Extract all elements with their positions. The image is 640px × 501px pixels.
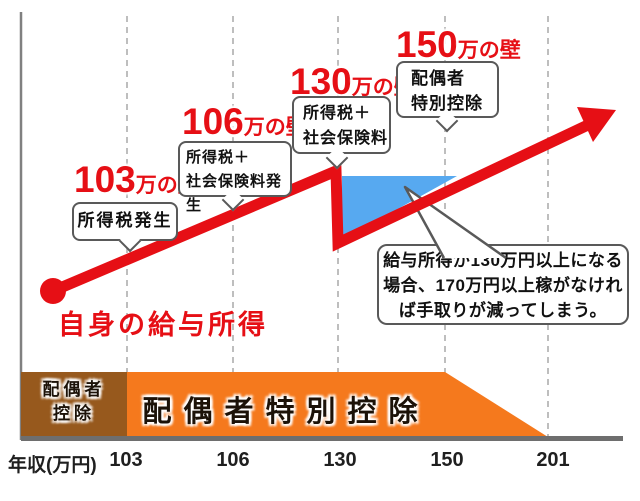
wall-number: 106	[182, 101, 244, 142]
bubble-line-2: 場合、170万円以上稼がなけれ	[383, 276, 623, 295]
spouse-deduction-line-2: 控除	[53, 404, 95, 423]
callout-line: 特別控除	[411, 94, 483, 113]
income-line-start-dot	[40, 278, 66, 304]
callout-line: 社会保険料	[303, 130, 389, 147]
income-line	[50, 119, 593, 297]
income-line-arrowhead	[577, 107, 616, 142]
wall-suffix: 万の壁	[243, 116, 307, 139]
tick-201: 201	[536, 449, 570, 471]
income-line-label: 自身の給与所得	[58, 310, 268, 340]
wall-label-150: 150 万の壁	[396, 26, 521, 63]
tick-106: 106	[216, 449, 250, 471]
loss-explanation-bubble: 給与所得が130万円以上になる 場合、170万円以上稼がなけれ ば手取りが減って…	[377, 244, 629, 325]
callout-line: 所得税＋	[186, 149, 251, 166]
spouse-deduction-band	[21, 372, 127, 437]
special-deduction-band	[127, 372, 548, 437]
callout-line: 配偶者	[411, 69, 465, 88]
wall-suffix: 万の壁	[457, 39, 521, 62]
bubble-line-3: ば手取りが減ってしまう。	[398, 301, 608, 320]
callout-130: 所得税＋ 社会保険料	[292, 96, 391, 154]
spouse-deduction-line-1: 配偶者	[42, 380, 106, 399]
callout-150: 配偶者 特別控除	[396, 61, 499, 118]
wall-number: 150	[396, 24, 458, 65]
callout-line: 所得税＋	[303, 105, 372, 122]
tick-150: 150	[430, 449, 464, 471]
x-axis-baseline	[21, 436, 623, 441]
tick-103: 103	[109, 449, 143, 471]
callout-106: 所得税＋ 社会保険料発生	[178, 141, 292, 214]
wall-number: 130	[290, 61, 352, 102]
wall-label-106: 106 万の壁	[182, 103, 307, 140]
callout-line: 所得税発生	[77, 211, 173, 230]
callout-line: 社会保険料発生	[186, 173, 283, 214]
spouse-deduction-label: 配偶者 控除	[21, 378, 127, 426]
tick-130: 130	[323, 449, 357, 471]
special-deduction-label: 配偶者特別控除	[142, 396, 430, 428]
x-axis-title: 年収(万円)	[8, 455, 97, 476]
wall-number: 103	[74, 159, 136, 200]
